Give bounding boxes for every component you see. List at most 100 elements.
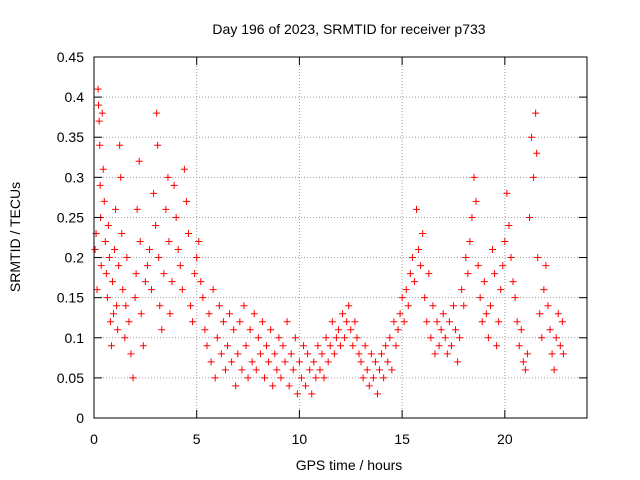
data-point (228, 358, 236, 366)
data-point (215, 302, 223, 310)
data-point (267, 326, 275, 334)
data-point (404, 302, 412, 310)
data-point (558, 318, 566, 326)
data-point (486, 302, 494, 310)
data-point (302, 382, 310, 390)
data-point (480, 278, 488, 286)
data-point (158, 326, 166, 334)
data-point (330, 350, 338, 358)
data-point (106, 318, 114, 326)
data-point (234, 350, 242, 358)
data-point (357, 358, 365, 366)
data-point (300, 342, 308, 350)
data-point (437, 326, 445, 334)
data-point (250, 310, 258, 318)
x-tick-label: 5 (193, 431, 201, 447)
plot-border (93, 56, 588, 419)
y-tick-label: 0.05 (57, 370, 84, 386)
data-point (213, 334, 221, 342)
data-point (122, 302, 130, 310)
data-point (121, 334, 129, 342)
data-point (497, 286, 505, 294)
data-point (184, 229, 192, 237)
data-point (291, 334, 299, 342)
data-point (111, 246, 119, 254)
data-point (98, 109, 106, 117)
data-point (203, 342, 211, 350)
data-point (452, 326, 460, 334)
data-point (226, 310, 234, 318)
data-point (559, 350, 567, 358)
data-point (361, 342, 369, 350)
data-point (528, 133, 536, 141)
data-point (351, 318, 359, 326)
data-point (371, 358, 379, 366)
data-point (460, 302, 468, 310)
data-point (505, 221, 513, 229)
data-point (150, 189, 158, 197)
data-point (425, 270, 433, 278)
data-point (306, 366, 314, 374)
y-axis-label: SRMTID / TECUs (7, 182, 23, 292)
data-point (166, 310, 174, 318)
data-point (491, 270, 499, 278)
y-tick-label: 0.3 (65, 169, 85, 185)
data-point (320, 374, 328, 382)
data-point (396, 310, 404, 318)
data-point (96, 181, 104, 189)
data-point (289, 366, 297, 374)
data-point (343, 318, 351, 326)
data-point (297, 374, 305, 382)
data-point (328, 318, 336, 326)
data-point (115, 262, 123, 270)
data-point (402, 286, 410, 294)
data-point (118, 229, 126, 237)
data-point (168, 278, 176, 286)
data-point (421, 294, 429, 302)
data-point (386, 334, 394, 342)
data-point (542, 262, 550, 270)
data-point (415, 246, 423, 254)
data-point (318, 350, 326, 358)
data-point (95, 101, 103, 109)
data-point (232, 382, 240, 390)
data-point (91, 246, 99, 254)
data-point (143, 262, 151, 270)
data-point (219, 318, 227, 326)
data-point (384, 358, 392, 366)
data-point (108, 278, 116, 286)
data-point (378, 350, 386, 358)
data-point (132, 270, 140, 278)
data-point (191, 270, 199, 278)
data-point (107, 342, 115, 350)
data-point (141, 278, 149, 286)
data-point (334, 326, 342, 334)
data-point (314, 342, 322, 350)
x-tick-label: 10 (292, 431, 308, 447)
data-point (189, 318, 197, 326)
data-point (353, 334, 361, 342)
data-point (176, 262, 184, 270)
data-point (133, 205, 141, 213)
data-point (117, 173, 125, 181)
data-point (489, 246, 497, 254)
data-point (423, 318, 431, 326)
y-tick-label: 0.2 (65, 250, 85, 266)
data-point (217, 350, 225, 358)
data-point (199, 294, 207, 302)
data-point (178, 286, 186, 294)
data-point (316, 366, 324, 374)
data-point (431, 350, 439, 358)
data-point (145, 246, 153, 254)
data-point (341, 334, 349, 342)
data-point (137, 310, 145, 318)
data-point (211, 374, 219, 382)
data-point (326, 342, 334, 350)
data-point (230, 326, 238, 334)
data-point (104, 221, 112, 229)
x-tick-label: 15 (394, 431, 410, 447)
data-point (536, 310, 544, 318)
data-point (139, 342, 147, 350)
